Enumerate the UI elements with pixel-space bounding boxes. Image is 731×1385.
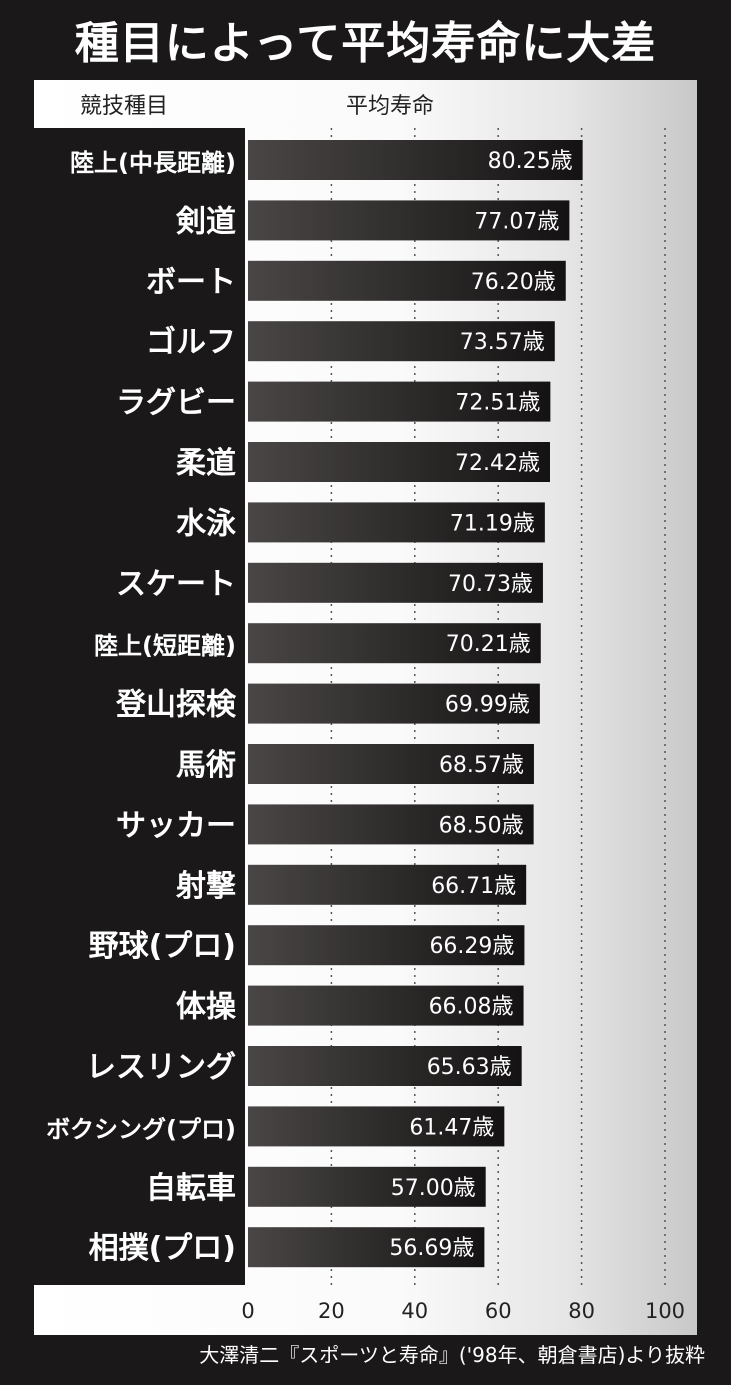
bar-value-label: 70.73歳 xyxy=(448,572,533,597)
bar-value-label: 68.50歳 xyxy=(439,813,524,838)
category-label: 相撲(プロ) xyxy=(89,1231,236,1266)
bar xyxy=(248,804,534,845)
bar-value-label: 61.47歳 xyxy=(409,1115,494,1140)
category-column xyxy=(34,128,245,1285)
chart-title: 種目によって平均寿命に大差 xyxy=(74,18,657,69)
bar-value-label: 66.71歳 xyxy=(431,874,516,899)
source-note: 大澤清二『スポーツと寿命』('98年、朝倉書店)より抜粋 xyxy=(199,1343,705,1367)
category-label: ラグビー xyxy=(116,386,236,421)
category-label: ボクシング(プロ) xyxy=(46,1115,236,1143)
bar-value-label: 71.19歳 xyxy=(450,511,535,536)
bar-value-label: 77.07歳 xyxy=(474,209,559,234)
bar xyxy=(248,1166,486,1207)
bar-value-label: 70.21歳 xyxy=(446,632,531,657)
category-label: 水泳 xyxy=(176,506,236,541)
bar xyxy=(248,744,534,784)
category-label: レスリング xyxy=(86,1050,236,1085)
category-label: 陸上(短距離) xyxy=(94,632,236,660)
bar xyxy=(248,321,555,362)
bar-value-label: 56.69歳 xyxy=(389,1236,474,1261)
category-label: 馬術 xyxy=(176,748,236,783)
x-tick-label: 20 xyxy=(318,1299,345,1323)
value-header: 平均寿命 xyxy=(346,94,435,119)
bar xyxy=(248,1046,522,1086)
bar-value-label: 80.25歳 xyxy=(488,149,573,174)
bar-value-label: 72.51歳 xyxy=(455,391,540,416)
bar xyxy=(248,623,541,664)
bar xyxy=(248,562,543,603)
bar xyxy=(248,502,545,543)
bar xyxy=(248,260,566,301)
bar-value-label: 66.08歳 xyxy=(429,995,514,1020)
bar-value-label: 72.42歳 xyxy=(455,451,540,476)
category-label: サッカー xyxy=(116,808,236,843)
bar xyxy=(248,1227,485,1268)
bar xyxy=(248,140,583,180)
category-label: ボート xyxy=(146,265,236,300)
category-header: 競技種目 xyxy=(80,94,169,119)
bar xyxy=(248,1106,505,1147)
category-label: 登山探検 xyxy=(115,688,237,723)
x-tick-label: 40 xyxy=(401,1299,428,1323)
bar xyxy=(248,985,524,1026)
category-label: スケート xyxy=(116,567,236,602)
bar xyxy=(248,683,540,724)
bar xyxy=(248,381,551,422)
bar-value-label: 76.20歳 xyxy=(471,270,556,295)
category-label: 剣道 xyxy=(175,204,236,239)
bar-value-label: 66.29歳 xyxy=(429,934,514,959)
bar-value-label: 69.99歳 xyxy=(445,693,530,718)
x-tick-label: 80 xyxy=(568,1299,595,1323)
x-tick-label: 60 xyxy=(485,1299,512,1323)
category-label: 自転車 xyxy=(146,1171,236,1206)
bar xyxy=(248,864,527,905)
x-tick-label: 100 xyxy=(645,1299,685,1323)
bar xyxy=(248,442,550,482)
category-label: ゴルフ xyxy=(146,325,236,360)
bar-value-label: 73.57歳 xyxy=(460,330,545,355)
category-label: 体操 xyxy=(176,990,237,1025)
bar xyxy=(248,200,570,241)
bar-value-label: 65.63歳 xyxy=(427,1055,512,1080)
category-label: 柔道 xyxy=(176,446,236,481)
category-label: 射撃 xyxy=(176,869,236,904)
category-label: 野球(プロ) xyxy=(89,929,236,964)
bar xyxy=(248,925,525,966)
x-tick-label: 0 xyxy=(241,1299,254,1323)
bar-value-label: 57.00歳 xyxy=(391,1176,476,1201)
category-label: 陸上(中長距離) xyxy=(70,149,236,177)
bar-value-label: 68.57歳 xyxy=(439,753,524,778)
